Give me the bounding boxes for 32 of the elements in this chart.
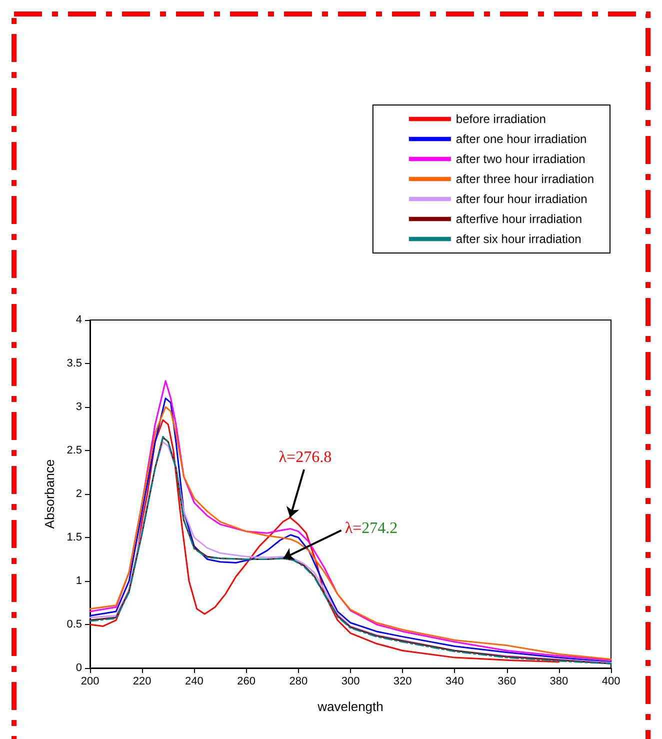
y-tick-label: 4 [76,314,82,326]
x-tick-label: 200 [80,676,100,688]
line-series [89,419,560,663]
annotation: λ=274.2 [344,520,398,538]
x-tick-label: 280 [289,676,308,688]
y-tick-label: 1.5 [66,532,82,544]
x-tick-label: 400 [602,676,620,688]
x-tick-label: 320 [393,676,412,688]
y-tick-label: 3.5 [66,358,82,370]
annotation: λ=276.8 [278,449,332,466]
x-tick-label: 360 [498,676,516,688]
y-tick-label: 1 [76,575,82,587]
x-tick-label: 260 [237,676,256,688]
x-tick-label: 300 [341,676,360,688]
legend-label: after one hour irradiation [456,132,587,146]
legend-label: after four hour irradiation [456,192,588,206]
legend-label: after three hour irradiation [456,172,594,186]
x-tick-label: 240 [185,676,204,688]
legend-label: before irradiation [456,112,546,126]
x-tick-label: 380 [550,676,568,688]
legend-label: after two hour irradiation [456,152,586,166]
legend-label: after six hour irradiation [456,232,582,246]
y-tick-label: 0.5 [66,618,82,630]
x-axis-title: wavelength [316,699,384,714]
legend-label: afterfive hour irradiation [456,212,582,226]
y-axis-title: Absorbance [42,459,57,529]
y-tick-label: 3 [76,401,82,413]
x-tick-label: 340 [446,676,464,688]
x-tick-label: 220 [132,676,152,688]
y-tick-label: 2.5 [66,444,82,456]
y-tick-label: 0 [76,662,82,674]
y-tick-label: 2 [76,488,82,500]
